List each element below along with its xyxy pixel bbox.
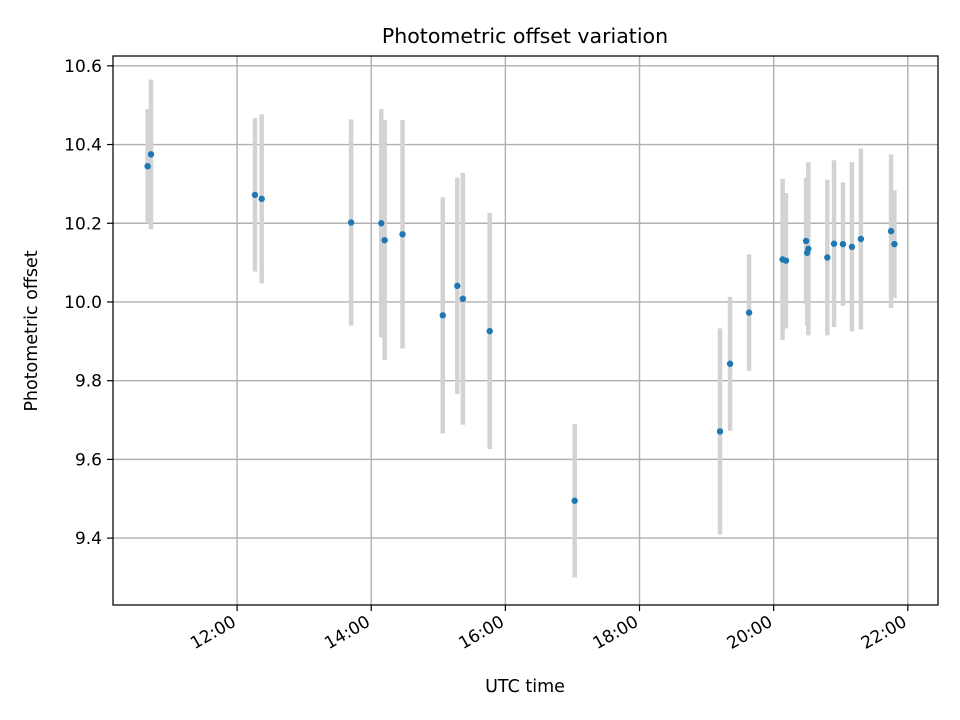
data-point: [726, 360, 734, 367]
data-point: [716, 428, 724, 435]
y-tick-label: 10.2: [64, 214, 102, 234]
y-tick-label: 10.0: [64, 293, 102, 313]
y-tick-label: 10.6: [64, 57, 102, 77]
data-point: [147, 151, 155, 158]
data-points: [144, 151, 898, 504]
data-point: [891, 240, 898, 248]
x-axis-title: UTC time: [485, 677, 565, 697]
data-point: [824, 254, 831, 261]
data-point: [839, 240, 847, 248]
data-point: [347, 219, 355, 226]
y-tick-label: 10.4: [64, 136, 102, 156]
data-point: [378, 220, 385, 227]
data-point: [251, 191, 259, 199]
data-point: [802, 237, 810, 245]
y-tick-label: 9.4: [75, 529, 102, 549]
y-axis-title: Photometric offset: [22, 250, 42, 411]
data-point: [571, 497, 578, 504]
data-point: [399, 231, 406, 238]
data-point: [459, 295, 467, 303]
plot-area: [113, 56, 938, 605]
data-point: [486, 327, 493, 335]
data-point: [857, 235, 865, 243]
data-point: [381, 236, 388, 244]
y-tick-label: 9.8: [75, 372, 102, 392]
data-point: [258, 195, 265, 203]
data-point: [454, 282, 461, 290]
data-point: [439, 312, 446, 319]
grid-lines: [113, 56, 938, 605]
data-point: [745, 309, 753, 316]
plot-frame: [112, 55, 939, 606]
data-point: [887, 227, 895, 235]
chart-title: Photometric offset variation: [382, 24, 668, 48]
data-point: [848, 243, 856, 251]
data-point: [805, 245, 812, 253]
y-tick-label: 9.6: [75, 450, 102, 470]
data-point: [782, 257, 790, 264]
data-point: [144, 162, 151, 170]
data-point: [830, 240, 838, 247]
